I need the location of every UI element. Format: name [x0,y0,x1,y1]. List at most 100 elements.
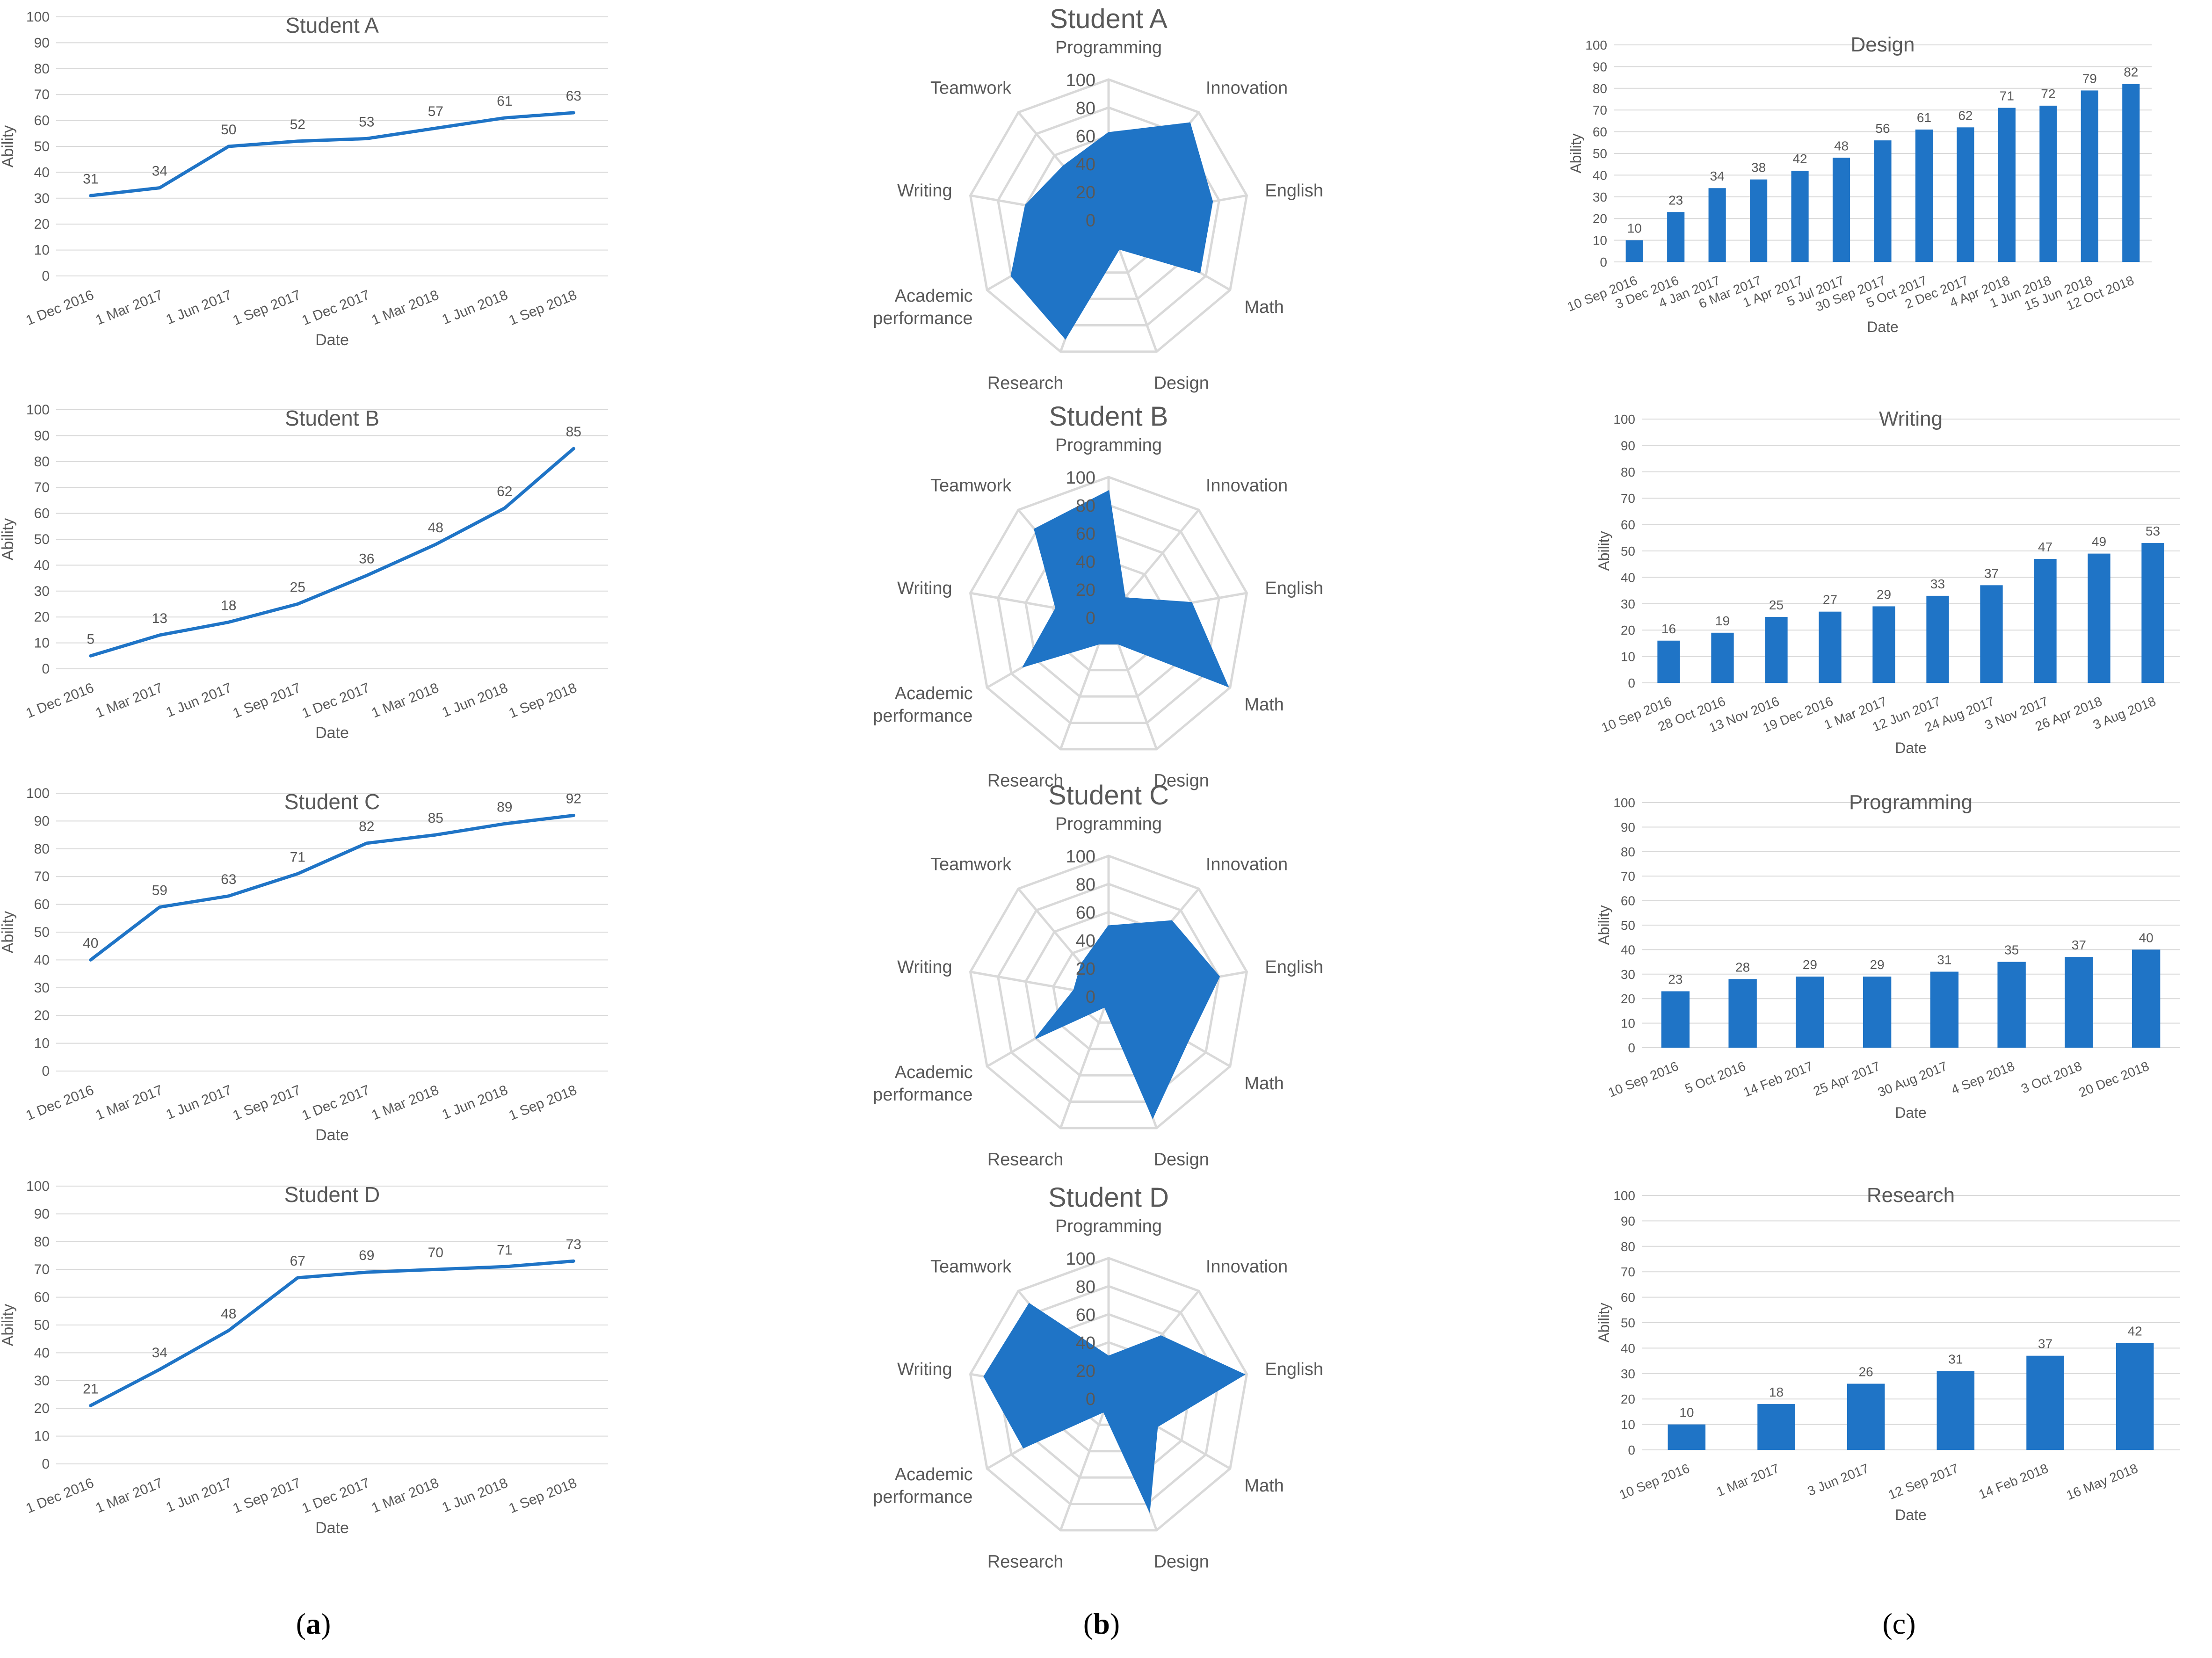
radar-axis-label-math: Math [1244,1074,1284,1093]
y-tick-label: 40 [1621,1341,1635,1355]
bar [2132,949,2161,1048]
chart-title: Student A [1050,4,1168,34]
radar-grid-ring [969,476,1248,751]
radar-axis-label-line: Innovation [1206,476,1288,496]
y-tick-label: 80 [1621,845,1635,859]
radial-tick-label: 20 [1076,1361,1095,1381]
data-label: 31 [1948,1352,1963,1366]
y-tick-label: 60 [1621,518,1635,532]
y-tick-label: 60 [34,113,50,129]
radar-grid-ring [969,78,1248,353]
x-axis-title: Date [1895,1506,1927,1523]
y-tick-label: 20 [1593,211,1607,226]
x-axis-title: Date [315,331,349,349]
y-tick-label: 10 [34,1429,50,1444]
data-label: 57 [428,104,443,119]
y-tick-label: 30 [1593,190,1607,204]
line-chart-student-a: 0 10 20 30 40 50 60 70 80 90 100 Student A Date Abili… [0,0,627,365]
radar-axis-label-math: Math [1244,297,1284,317]
y-tick-label: 20 [34,217,50,232]
radar-axis-label-academic-performance: Academic performance [873,1063,972,1105]
line-student-c-svg: 0 10 20 30 40 50 60 70 80 90 100 Student C Date Abili… [0,786,608,1144]
y-tick-label: 70 [1621,1265,1635,1279]
y-tick-label: 50 [34,1318,50,1333]
x-tick-label: 1 Mar 2017 [94,680,165,721]
y-tick-label: 90 [34,35,50,51]
x-tick-label: 1 Dec 2017 [300,287,372,328]
radar-axis-label-line: Writing [897,1360,952,1379]
data-label: 53 [2146,524,2160,538]
data-label: 28 [1735,960,1750,974]
x-tick-label: 1 Dec 2017 [300,680,372,721]
caption-a-letter: a [306,1607,321,1640]
x-tick-label: 10 Sep 2016 [1617,1461,1692,1502]
chart-title: Student B [1049,401,1168,432]
radial-tick-label: 80 [1076,496,1095,516]
y-tick-label: 20 [34,1008,50,1023]
data-label: 62 [1958,108,1973,123]
radial-tick-label: 60 [1076,1305,1095,1325]
y-tick-label: 50 [34,532,50,547]
radial-tick-label: 20 [1076,580,1095,600]
y-tick-label: 0 [42,661,50,677]
y-tick-label: 90 [34,813,50,829]
data-label: 36 [359,551,374,567]
line-chart-student-b: 0 10 20 30 40 50 60 70 80 90 100 Student B Date Abili… [0,393,627,758]
series-line [89,814,575,962]
bar [1757,1404,1795,1450]
y-tick-label: 50 [34,139,50,154]
radar-axis-label-research: Research [987,771,1064,791]
radar-axis-label-line: Research [987,374,1064,393]
y-tick-label: 60 [34,506,50,521]
radar-axis-label-academic-performance: Academic performance [873,286,972,328]
radial-tick-label: 80 [1076,875,1095,895]
x-axis-title: Date [315,1126,349,1144]
radar-axis-label-design: Design [1154,1150,1209,1170]
radial-tick-label: 20 [1076,959,1095,979]
chart-title: Student B [285,406,379,430]
radar-grid-ring [997,504,1220,724]
radar-axis-label-innovation: Innovation [1206,79,1288,98]
y-tick-label: 0 [42,1456,50,1472]
radar-axis-label-line: Academic [895,1063,973,1082]
radar-chart-student-a: Student A 0 20 40 60 80 100 Programming Innovati… [833,0,1385,393]
radar-axis-label-line: English [1265,579,1323,598]
radar-axis-label-research: Research [987,1150,1064,1170]
radar-axis-label-line: English [1265,1360,1323,1379]
x-tick-label: 1 Dec 2016 [24,680,96,721]
y-tick-label: 40 [34,165,50,180]
caption-c: (c) [1882,1607,1916,1640]
y-axis-title: Ability [0,518,17,561]
radar-axis-label-line: Design [1154,1552,1209,1572]
x-tick-label: 1 Mar 2017 [1714,1461,1781,1499]
y-tick-label: 30 [34,191,50,206]
bar-research-svg: 0 10 20 30 40 50 60 70 80 90 100 Research Date Abilit… [1596,1184,2180,1523]
y-tick-label: 80 [1593,81,1607,96]
bar [1750,179,1768,262]
data-label: 85 [428,811,443,826]
bar [1667,212,1685,262]
radar-axis-label-line: Writing [897,181,952,201]
data-label: 19 [1715,614,1730,628]
data-label: 48 [1834,138,1849,153]
y-tick-label: 90 [34,1206,50,1222]
y-tick-label: 80 [1621,1239,1635,1254]
x-tick-label: 1 Sep 2018 [507,680,579,721]
data-label: 82 [359,819,374,834]
data-label: 42 [2128,1324,2142,1339]
radar-axis-label-teamwork: Teamwork [930,855,1012,875]
line-chart-student-c: 0 10 20 30 40 50 60 70 80 90 100 Student C Date Abili… [0,776,627,1160]
radar-axis-label-line: Math [1244,297,1284,317]
radar-axis-label-line: performance [873,1487,972,1507]
bar [1819,611,1842,683]
y-tick-label: 70 [34,869,50,884]
x-tick-label: 1 Mar 2017 [94,287,165,328]
series-line [89,111,575,197]
data-label: 63 [566,88,581,104]
x-tick-label: 10 Sep 2016 [1606,1059,1681,1100]
y-tick-label: 60 [34,1290,50,1305]
x-tick-label: 1 Jun 2018 [440,1082,510,1122]
radar-axis-label-math: Math [1244,695,1284,715]
radar-axis-label-writing: Writing [897,579,952,598]
x-tick-label: 3 Oct 2018 [2019,1059,2084,1096]
